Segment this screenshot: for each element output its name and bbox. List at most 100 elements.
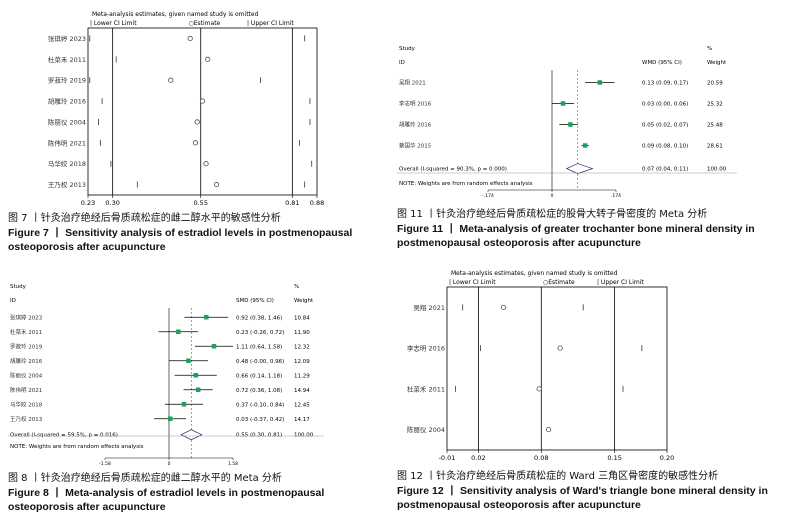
plot-frame xyxy=(446,286,668,451)
effect-ci-label: 0.03 (-0.37, 0.42) xyxy=(236,417,284,423)
figure-7-chart: Meta-analysis estimates, given named stu… xyxy=(48,11,324,205)
note-text: NOTE: Weights are from random effects an… xyxy=(10,444,144,450)
effect-ci-label: 0.92 (0.38, 1.46) xyxy=(236,315,282,321)
study-label: 胡雕玲 2016 xyxy=(10,357,43,365)
overall-diamond xyxy=(180,429,203,441)
study-label: 胡雕玲 2016 xyxy=(399,121,432,129)
study-label: 陈丽仪 2004 xyxy=(407,425,445,434)
weight-label: 12.32 xyxy=(294,344,310,350)
weight-square xyxy=(181,402,187,407)
note-text: NOTE: Weights are from random effects an… xyxy=(399,181,533,187)
figure-8-caption-en: Figure 8 丨 Meta-analysis of estradiol le… xyxy=(8,487,325,513)
overall-effect-label: 0.55 (0.30, 0.81) xyxy=(236,433,282,439)
study-label: 王乃权 2013 xyxy=(48,180,86,189)
header-percent: % xyxy=(294,284,299,290)
figure-12-chart: Meta-analysis estimates, given named stu… xyxy=(407,270,674,462)
figure-8-caption-zh: 图 8 丨针灸治疗绝经后骨质疏松症的雌二醇水平的 Meta 分析 xyxy=(8,473,282,484)
estimate-point xyxy=(501,304,507,310)
study-label: 马华姣 2018 xyxy=(48,159,86,168)
legend-lower: | Lower CI Limit xyxy=(449,279,496,286)
effect-ci-label: 0.03 (0.00, 0.06) xyxy=(642,102,688,108)
x-tick-label: .174 xyxy=(611,193,621,199)
weight-square xyxy=(582,143,588,148)
overall-effect-label: 0.07 (0.04, 0.11) xyxy=(642,167,688,173)
x-tick-label: 0.81 xyxy=(285,199,299,205)
study-label: 吴翔 2021 xyxy=(399,79,426,87)
study-label: 张琪婷 2023 xyxy=(48,34,86,43)
effect-ci-label: 0.66 (0.14, 1.18) xyxy=(236,373,282,379)
study-label: 李志明 2016 xyxy=(407,344,445,353)
weight-label: 25.32 xyxy=(707,102,723,108)
effect-ci-label: 0.13 (0.09, 0.17) xyxy=(642,81,688,87)
study-label: 罗菽玲 2019 xyxy=(48,76,86,85)
estimate-point xyxy=(557,345,563,351)
study-label: 张琪婷 2023 xyxy=(10,313,43,321)
x-tick-label: -0.01 xyxy=(439,454,456,462)
weight-label: 11.29 xyxy=(294,373,310,379)
study-label: 罗菽玲 2019 xyxy=(10,342,43,350)
weight-square xyxy=(195,387,201,392)
header-title: Meta-analysis estimates, given named stu… xyxy=(451,270,618,277)
overall-label: Overall (I-squared = 59.5%, p = 0.016) xyxy=(10,433,118,439)
figure-8-caption: 图 8 丨针灸治疗绝经后骨质疏松症的雌二醇水平的 Meta 分析 Figure … xyxy=(8,472,388,514)
header-effect: WMD (95% CI) xyxy=(642,60,682,66)
header-id: ID xyxy=(399,60,405,66)
header-study: Study xyxy=(10,284,27,290)
x-tick-label: 1.58 xyxy=(228,461,238,467)
figure-11-panel: Study ID WMD (95% CI)% Weight 吴翔 2021 0.13 (0… xyxy=(395,0,797,205)
weight-square xyxy=(211,344,217,349)
plot-frame xyxy=(87,27,318,196)
x-tick-label: 0.23 xyxy=(81,199,95,205)
estimate-point xyxy=(203,161,209,167)
estimate-point xyxy=(187,35,193,41)
weight-label: 20.59 xyxy=(707,81,723,87)
weight-square xyxy=(176,329,181,334)
figure-11-caption: 图 11 丨针灸治疗绝经后骨质疏松症的股骨大转子骨密度的 Meta 分析 Fig… xyxy=(397,208,795,250)
weight-label: 28.61 xyxy=(707,144,723,150)
estimate-point xyxy=(205,56,211,62)
x-tick-label: 0.02 xyxy=(471,454,485,462)
estimate-point xyxy=(192,140,199,146)
weight-square xyxy=(204,315,209,320)
effect-ci-label: 0.48 (-0.00, 0.96) xyxy=(236,359,284,365)
figure-12-caption: 图 12 丨针灸治疗绝经后骨质疏松症的 Ward 三角区骨密度的敏感性分析 Fi… xyxy=(397,470,795,512)
figure-7-panel: Meta-analysis estimates, given named stu… xyxy=(0,0,390,205)
figure-8-chart: Study ID SMD (95% CI)% Weight 张琪婷 2023 0.92 (… xyxy=(8,284,324,467)
study-label: 王乃权 2013 xyxy=(10,415,43,423)
weight-label: 12.09 xyxy=(294,359,310,365)
weight-square xyxy=(186,358,191,363)
effect-ci-label: 0.09 (0.08, 0.10) xyxy=(642,144,688,150)
figure-11-caption-en: Figure 11 丨 Meta-analysis of greater tro… xyxy=(397,223,755,249)
weight-square xyxy=(568,122,573,127)
study-label: 陈伟明 2021 xyxy=(48,138,86,147)
study-label: 杜菜禾 2011 xyxy=(407,384,445,393)
figure-12-panel: Meta-analysis estimates, given named stu… xyxy=(395,262,797,467)
header-study: Study xyxy=(399,46,416,52)
x-tick-label: -1.58 xyxy=(99,461,111,467)
weight-square xyxy=(167,416,173,421)
estimate-point xyxy=(214,182,220,188)
overall-weight-label: 100.00 xyxy=(707,167,727,173)
study-label: 杜菜禾 2011 xyxy=(10,328,42,336)
weight-label: 11.90 xyxy=(294,330,310,336)
figure-7-caption-en: Figure 7 丨 Sensitivity analysis of estra… xyxy=(8,227,353,253)
header-id: ID xyxy=(10,298,16,304)
study-label: 陈丽仪 2004 xyxy=(48,117,86,126)
weight-square xyxy=(560,101,566,106)
legend-upper: | Upper CI Limit xyxy=(247,20,294,27)
overall-label: Overall (I-squared = 90.3%, p = 0.000) xyxy=(399,167,507,173)
overall-weight-label: 100.00 xyxy=(294,433,314,439)
estimate-point xyxy=(168,77,174,83)
legend-estimate: ○Estimate xyxy=(189,20,221,27)
weight-square xyxy=(597,80,603,85)
weight-label: 12.45 xyxy=(294,402,310,408)
effect-ci-label: 0.05 (0.02, 0.07) xyxy=(642,123,688,129)
figure-12-caption-zh: 图 12 丨针灸治疗绝经后骨质疏松症的 Ward 三角区骨密度的敏感性分析 xyxy=(397,471,719,482)
header-title: Meta-analysis estimates, given named stu… xyxy=(92,11,259,18)
study-label: 李志明 2016 xyxy=(399,100,432,108)
x-tick-label: 0 xyxy=(168,461,171,467)
figure-11-caption-zh: 图 11 丨针灸治疗绝经后骨质疏松症的股骨大转子骨密度的 Meta 分析 xyxy=(397,209,708,220)
study-label: 杜菜禾 2011 xyxy=(48,55,86,64)
weight-label: 14.94 xyxy=(294,388,310,394)
legend-upper: | Upper CI Limit xyxy=(597,279,644,286)
